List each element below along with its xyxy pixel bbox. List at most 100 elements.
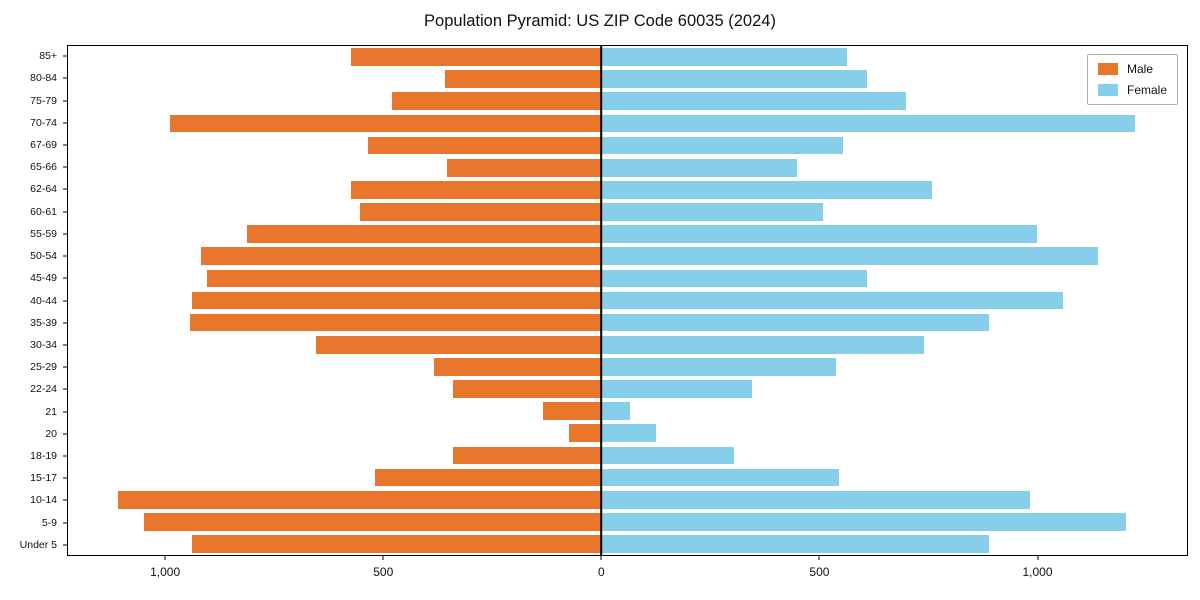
y-axis-label: 25-29 — [30, 361, 57, 374]
x-axis-tick-label: 0 — [597, 565, 605, 579]
male-bar — [446, 158, 602, 177]
male-bar — [351, 48, 602, 66]
y-axis-label: 35-39 — [30, 316, 57, 329]
legend-item-male: Male — [1097, 62, 1167, 76]
female-bar — [601, 512, 1127, 531]
y-axis-label: 21 — [45, 405, 57, 418]
y-axis-tick — [63, 411, 67, 413]
y-axis-tick — [63, 388, 67, 390]
y-axis-label: 50-54 — [30, 250, 57, 263]
x-axis-tick — [164, 556, 166, 560]
x-axis-tick — [600, 556, 602, 560]
female-bar — [601, 335, 924, 354]
y-axis-tick — [63, 100, 67, 102]
female-bar — [601, 225, 1037, 243]
female-bar — [601, 380, 752, 398]
x-axis-tick — [382, 556, 384, 560]
female-bar — [601, 402, 630, 420]
y-axis-tick — [63, 477, 67, 479]
male-bar — [316, 335, 602, 354]
y-axis-tick — [63, 499, 67, 501]
y-axis-label: 22-24 — [30, 383, 57, 396]
male-bar — [453, 380, 602, 398]
legend-male-label: Male — [1126, 62, 1153, 76]
x-axis-tick — [818, 556, 820, 560]
y-axis-label: 5-9 — [41, 516, 57, 529]
y-axis-label: Under 5 — [19, 538, 57, 551]
y-axis-label: 75-79 — [30, 94, 57, 107]
y-axis-tick — [63, 322, 67, 324]
y-axis-tick — [63, 166, 67, 168]
male-bar — [568, 424, 602, 443]
female-bar — [601, 48, 848, 66]
y-axis-tick — [63, 233, 67, 235]
chart-title: Population Pyramid: US ZIP Code 60035 (2… — [424, 12, 776, 30]
female-bar — [601, 313, 989, 332]
male-bar — [368, 136, 602, 155]
x-axis: 1,000 500 0 500 1,000 — [67, 556, 1188, 592]
y-axis-label: 85+ — [39, 50, 57, 63]
male-bar — [192, 291, 602, 310]
y-axis-tick — [63, 366, 67, 368]
male-bar — [351, 180, 602, 199]
y-axis-tick — [63, 211, 67, 213]
male-bar — [200, 247, 602, 266]
legend: Male Female — [1086, 54, 1178, 105]
plot-area: Male Female — [67, 45, 1188, 556]
y-axis-label: 10-14 — [30, 494, 57, 507]
y-axis-label: 40-44 — [30, 294, 57, 307]
x-axis-tick-label: 1,000 — [1022, 565, 1053, 579]
male-bar — [392, 92, 602, 111]
female-bar — [601, 468, 839, 487]
x-axis-tick-label: 500 — [809, 565, 830, 579]
male-bar — [144, 512, 602, 531]
male-bar — [542, 402, 602, 420]
legend-item-female: Female — [1097, 83, 1167, 97]
y-axis-labels: 85+ 80-84 75-79 70-74 67-69 65-66 62-64 60-61 55… — [0, 45, 67, 556]
x-axis-tick-label: 500 — [373, 565, 394, 579]
female-bar — [601, 424, 656, 443]
female-bar — [601, 114, 1135, 133]
y-axis-label: 65-66 — [30, 161, 57, 174]
male-bar — [189, 313, 602, 332]
zero-axis-line — [600, 46, 603, 555]
male-bar — [433, 358, 602, 376]
x-axis-tick — [1037, 556, 1038, 560]
y-axis-tick — [63, 300, 67, 301]
female-bar — [601, 269, 867, 288]
y-axis-label: 70-74 — [30, 116, 57, 129]
y-axis-label: 30-34 — [30, 338, 57, 351]
female-bar — [601, 203, 824, 221]
y-axis-tick — [63, 344, 67, 346]
female-bar — [601, 158, 798, 177]
y-axis-label: 15-17 — [30, 472, 57, 485]
y-axis-label: 20 — [45, 427, 57, 440]
y-axis-tick — [63, 122, 67, 124]
legend-female-label: Female — [1126, 83, 1167, 97]
y-axis-tick — [63, 144, 67, 146]
female-bar — [601, 92, 907, 111]
female-swatch-icon — [1097, 84, 1118, 96]
female-bar — [601, 180, 933, 199]
y-axis-tick — [63, 455, 67, 457]
female-bar — [601, 291, 1063, 310]
y-axis-tick — [63, 277, 67, 279]
female-bar — [601, 490, 1031, 509]
y-axis-label: 45-49 — [30, 272, 57, 285]
y-axis-label: 67-69 — [30, 138, 57, 151]
male-bar — [359, 203, 602, 221]
male-bar — [444, 70, 602, 89]
male-bar — [374, 468, 602, 487]
y-axis-label: 80-84 — [30, 72, 57, 85]
x-axis-tick-label: 1,000 — [150, 565, 181, 579]
male-bar — [246, 225, 602, 243]
y-axis-label: 18-19 — [30, 450, 57, 463]
y-axis-tick — [63, 255, 67, 257]
y-axis-label: 55-59 — [30, 227, 57, 240]
y-axis-tick — [63, 77, 67, 79]
male-bar — [207, 269, 602, 288]
female-bar — [601, 70, 867, 89]
male-swatch-icon — [1097, 63, 1118, 75]
male-bar — [453, 446, 602, 465]
